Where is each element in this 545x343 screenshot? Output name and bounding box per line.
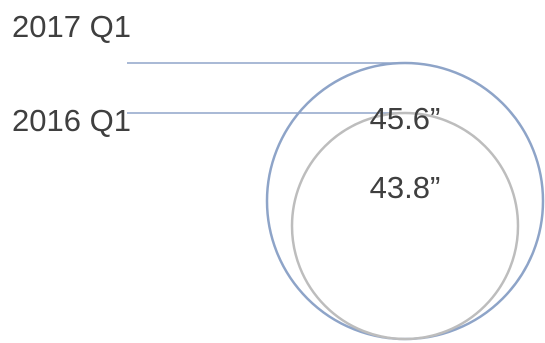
period-label-2017-q1: 2017 Q1 (12, 9, 131, 44)
value-label-2017-q1: 45.6” (370, 101, 441, 136)
circle-2016-q1 (290, 111, 520, 341)
value-label-2016-q1: 43.8” (370, 170, 441, 205)
period-label-2016-q1: 2016 Q1 (12, 103, 131, 138)
